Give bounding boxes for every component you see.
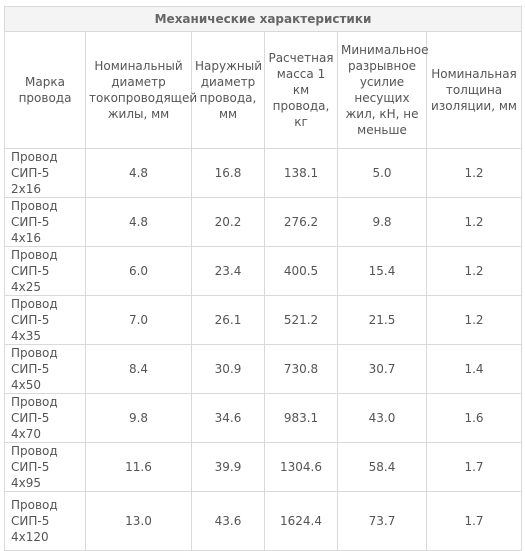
cell-outer-diameter: 43.6: [191, 491, 265, 551]
header-breaking-force: Минимальное разрывное усилие несущих жил…: [337, 31, 429, 149]
cell-outer-diameter: 20.2: [191, 197, 265, 247]
cell-brand: Провод СИП-5 2x16: [4, 148, 86, 198]
cell-conductor-diameter: 9.8: [85, 393, 192, 443]
table-title-row: Механические характеристики: [4, 6, 522, 32]
cell-conductor-diameter: 4.8: [85, 197, 192, 247]
cell-brand: Провод СИП-5 4x70: [4, 393, 86, 443]
cell-mass: 276.2: [264, 197, 338, 247]
cell-mass: 400.5: [264, 246, 338, 296]
table-row: Провод СИП-5 4x50 8.4 30.9 730.8 30.7 1.…: [4, 344, 522, 394]
cell-brand: Провод СИП-5 4x35: [4, 295, 86, 345]
cell-insulation-thickness: 1.7: [426, 491, 522, 551]
cell-insulation-thickness: 1.2: [426, 197, 522, 247]
cell-breaking-force: 5.0: [337, 148, 427, 198]
cell-breaking-force: 58.4: [337, 442, 427, 492]
table-row: Провод СИП-5 4x25 6.0 23.4 400.5 15.4 1.…: [4, 246, 522, 296]
cell-brand: Провод СИП-5 4x16: [4, 197, 86, 247]
cell-mass: 521.2: [264, 295, 338, 345]
header-conductor-diameter: Номинальный диаметр токопроводящей жилы,…: [85, 31, 197, 149]
cell-insulation-thickness: 1.2: [426, 295, 522, 345]
cell-outer-diameter: 26.1: [191, 295, 265, 345]
cell-insulation-thickness: 1.7: [426, 442, 522, 492]
cell-outer-diameter: 39.9: [191, 442, 265, 492]
cell-conductor-diameter: 7.0: [85, 295, 192, 345]
header-mass: Расчетная масса 1 км провода, кг: [264, 31, 338, 149]
table-row: Провод СИП-5 4x70 9.8 34.6 983.1 43.0 1.…: [4, 393, 522, 443]
cell-conductor-diameter: 6.0: [85, 246, 192, 296]
cell-insulation-thickness: 1.6: [426, 393, 522, 443]
specs-table-container: Механические характеристики Марка провод…: [4, 6, 522, 551]
cell-conductor-diameter: 13.0: [85, 491, 192, 551]
cell-brand: Провод СИП-5 4x120: [4, 491, 86, 551]
cell-outer-diameter: 34.6: [191, 393, 265, 443]
cell-breaking-force: 9.8: [337, 197, 427, 247]
cell-mass: 1624.4: [264, 491, 338, 551]
cell-insulation-thickness: 1.2: [426, 246, 522, 296]
cell-breaking-force: 30.7: [337, 344, 427, 394]
cell-insulation-thickness: 1.4: [426, 344, 522, 394]
table-row: Провод СИП-5 4x16 4.8 20.2 276.2 9.8 1.2: [4, 197, 522, 247]
mechanical-specs-table: Механические характеристики Марка провод…: [4, 6, 522, 551]
cell-outer-diameter: 16.8: [191, 148, 265, 198]
table-title: Механические характеристики: [4, 6, 522, 32]
table-row: Провод СИП-5 4x120 13.0 43.6 1624.4 73.7…: [4, 491, 522, 551]
cell-outer-diameter: 30.9: [191, 344, 265, 394]
cell-brand: Провод СИП-5 4x25: [4, 246, 86, 296]
cell-mass: 983.1: [264, 393, 338, 443]
cell-breaking-force: 15.4: [337, 246, 427, 296]
cell-insulation-thickness: 1.2: [426, 148, 522, 198]
header-insulation-thickness: Номинальная толщина изоляции, мм: [426, 31, 522, 149]
cell-mass: 138.1: [264, 148, 338, 198]
cell-breaking-force: 43.0: [337, 393, 427, 443]
cell-mass: 730.8: [264, 344, 338, 394]
table-row: Провод СИП-5 4x95 11.6 39.9 1304.6 58.4 …: [4, 442, 522, 492]
cell-outer-diameter: 23.4: [191, 246, 265, 296]
table-row: Провод СИП-5 4x35 7.0 26.1 521.2 21.5 1.…: [4, 295, 522, 345]
table-header-row: Марка провода Номинальный диаметр токопр…: [4, 31, 522, 149]
table-row: Провод СИП-5 2x16 4.8 16.8 138.1 5.0 1.2: [4, 148, 522, 198]
cell-breaking-force: 21.5: [337, 295, 427, 345]
cell-brand: Провод СИП-5 4x95: [4, 442, 86, 492]
cell-conductor-diameter: 4.8: [85, 148, 192, 198]
cell-breaking-force: 73.7: [337, 491, 427, 551]
cell-conductor-diameter: 8.4: [85, 344, 192, 394]
header-brand: Марка провода: [4, 31, 86, 149]
cell-conductor-diameter: 11.6: [85, 442, 192, 492]
cell-mass: 1304.6: [264, 442, 338, 492]
header-outer-diameter: Наружный диаметр провода, мм: [191, 31, 265, 149]
cell-brand: Провод СИП-5 4x50: [4, 344, 86, 394]
